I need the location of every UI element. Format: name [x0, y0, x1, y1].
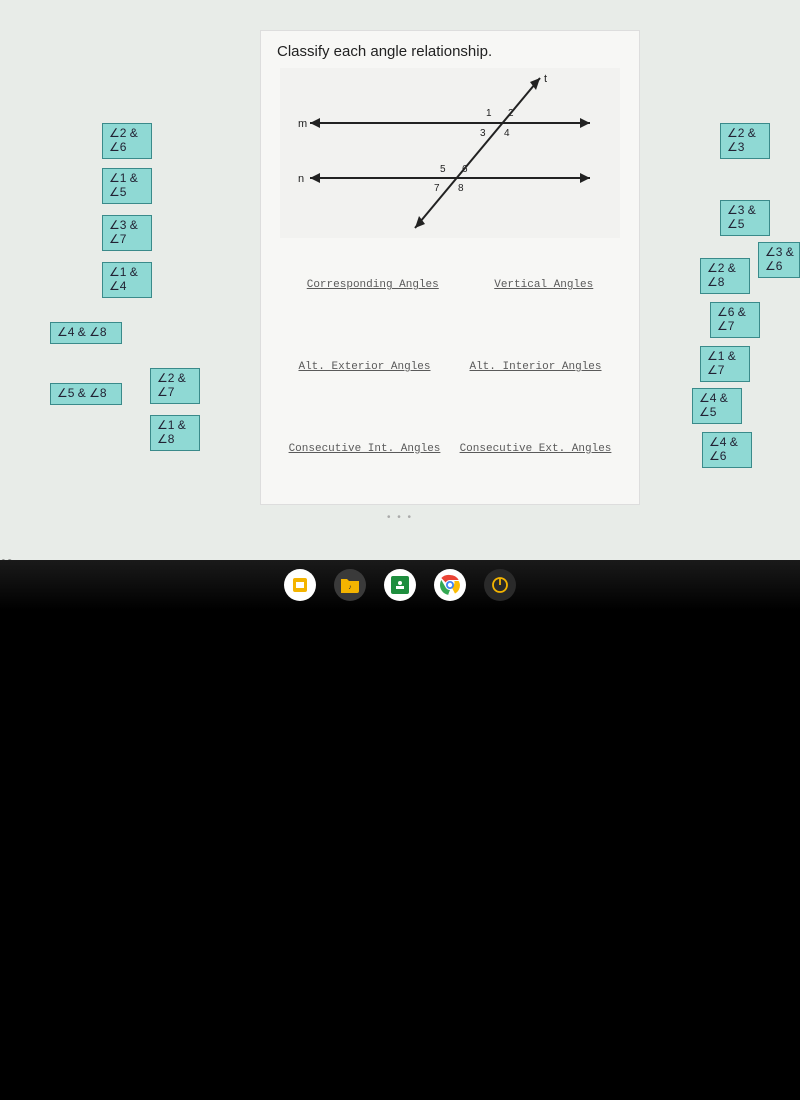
drop-alt-interior[interactable]: Alt. Interior Angles [469, 361, 601, 373]
category-row-2: Alt. Exterior Angles Alt. Interior Angle… [261, 361, 639, 373]
tile-4-8[interactable]: ∠4 & ∠8 [50, 322, 122, 344]
line-m-label: m [298, 118, 307, 130]
chrome-icon[interactable] [434, 569, 466, 601]
taskbar: ♪ [0, 560, 800, 610]
tile-3-6[interactable]: ∠3 & ∠6 [758, 242, 800, 278]
tile-1-5[interactable]: ∠1 & ∠5 [102, 168, 152, 204]
category-row-1: Corresponding Angles Vertical Angles [261, 279, 639, 291]
svg-text:♪: ♪ [348, 584, 352, 591]
drop-consec-ext[interactable]: Consecutive Ext. Angles [460, 443, 612, 455]
category-row-3: Consecutive Int. Angles Consecutive Ext.… [261, 443, 639, 455]
tile-2-3[interactable]: ∠2 & ∠3 [720, 123, 770, 159]
worksheet-card: Classify each angle relationship. m n t [260, 30, 640, 505]
svg-text:6: 6 [462, 164, 468, 175]
card-resize-handle[interactable]: • • • [387, 512, 413, 554]
svg-text:8: 8 [458, 183, 464, 194]
svg-text:3: 3 [480, 128, 486, 139]
svg-text:2: 2 [508, 108, 514, 119]
worksheet-title: Classify each angle relationship. [261, 31, 639, 68]
drop-alt-exterior[interactable]: Alt. Exterior Angles [298, 361, 430, 373]
tile-3-5[interactable]: ∠3 & ∠5 [720, 200, 770, 236]
svg-text:5: 5 [440, 164, 446, 175]
tile-2-6[interactable]: ∠2 & ∠6 [102, 123, 152, 159]
svg-text:4: 4 [504, 128, 510, 139]
tile-3-7[interactable]: ∠3 & ∠7 [102, 215, 152, 251]
tile-2-8[interactable]: ∠2 & ∠8 [700, 258, 750, 294]
tile-4-5[interactable]: ∠4 & ∠5 [692, 388, 742, 424]
drop-consec-int[interactable]: Consecutive Int. Angles [289, 443, 441, 455]
power-icon[interactable] [484, 569, 516, 601]
drop-corresponding[interactable]: Corresponding Angles [307, 279, 439, 291]
tile-1-7[interactable]: ∠1 & ∠7 [700, 346, 750, 382]
tile-4-6[interactable]: ∠4 & ∠6 [702, 432, 752, 468]
tile-1-4[interactable]: ∠1 & ∠4 [102, 262, 152, 298]
files-icon[interactable]: ♪ [334, 569, 366, 601]
tile-5-8[interactable]: ∠5 & ∠8 [50, 383, 122, 405]
svg-text:1: 1 [486, 108, 492, 119]
classroom-icon[interactable] [384, 569, 416, 601]
drop-vertical[interactable]: Vertical Angles [494, 279, 593, 291]
tile-6-7[interactable]: ∠6 & ∠7 [710, 302, 760, 338]
tile-2-7[interactable]: ∠2 & ∠7 [150, 368, 200, 404]
below-screen-area: ♪ [0, 560, 800, 1100]
line-t-label: t [544, 73, 547, 85]
slides-icon[interactable] [284, 569, 316, 601]
svg-text:7: 7 [434, 183, 440, 194]
line-n-label: n [298, 173, 304, 185]
app-screen: Classify each angle relationship. m n t [0, 0, 800, 560]
angle-diagram: m n t 1 2 3 4 5 6 7 8 [280, 68, 620, 238]
tile-1-8[interactable]: ∠1 & ∠8 [150, 415, 200, 451]
